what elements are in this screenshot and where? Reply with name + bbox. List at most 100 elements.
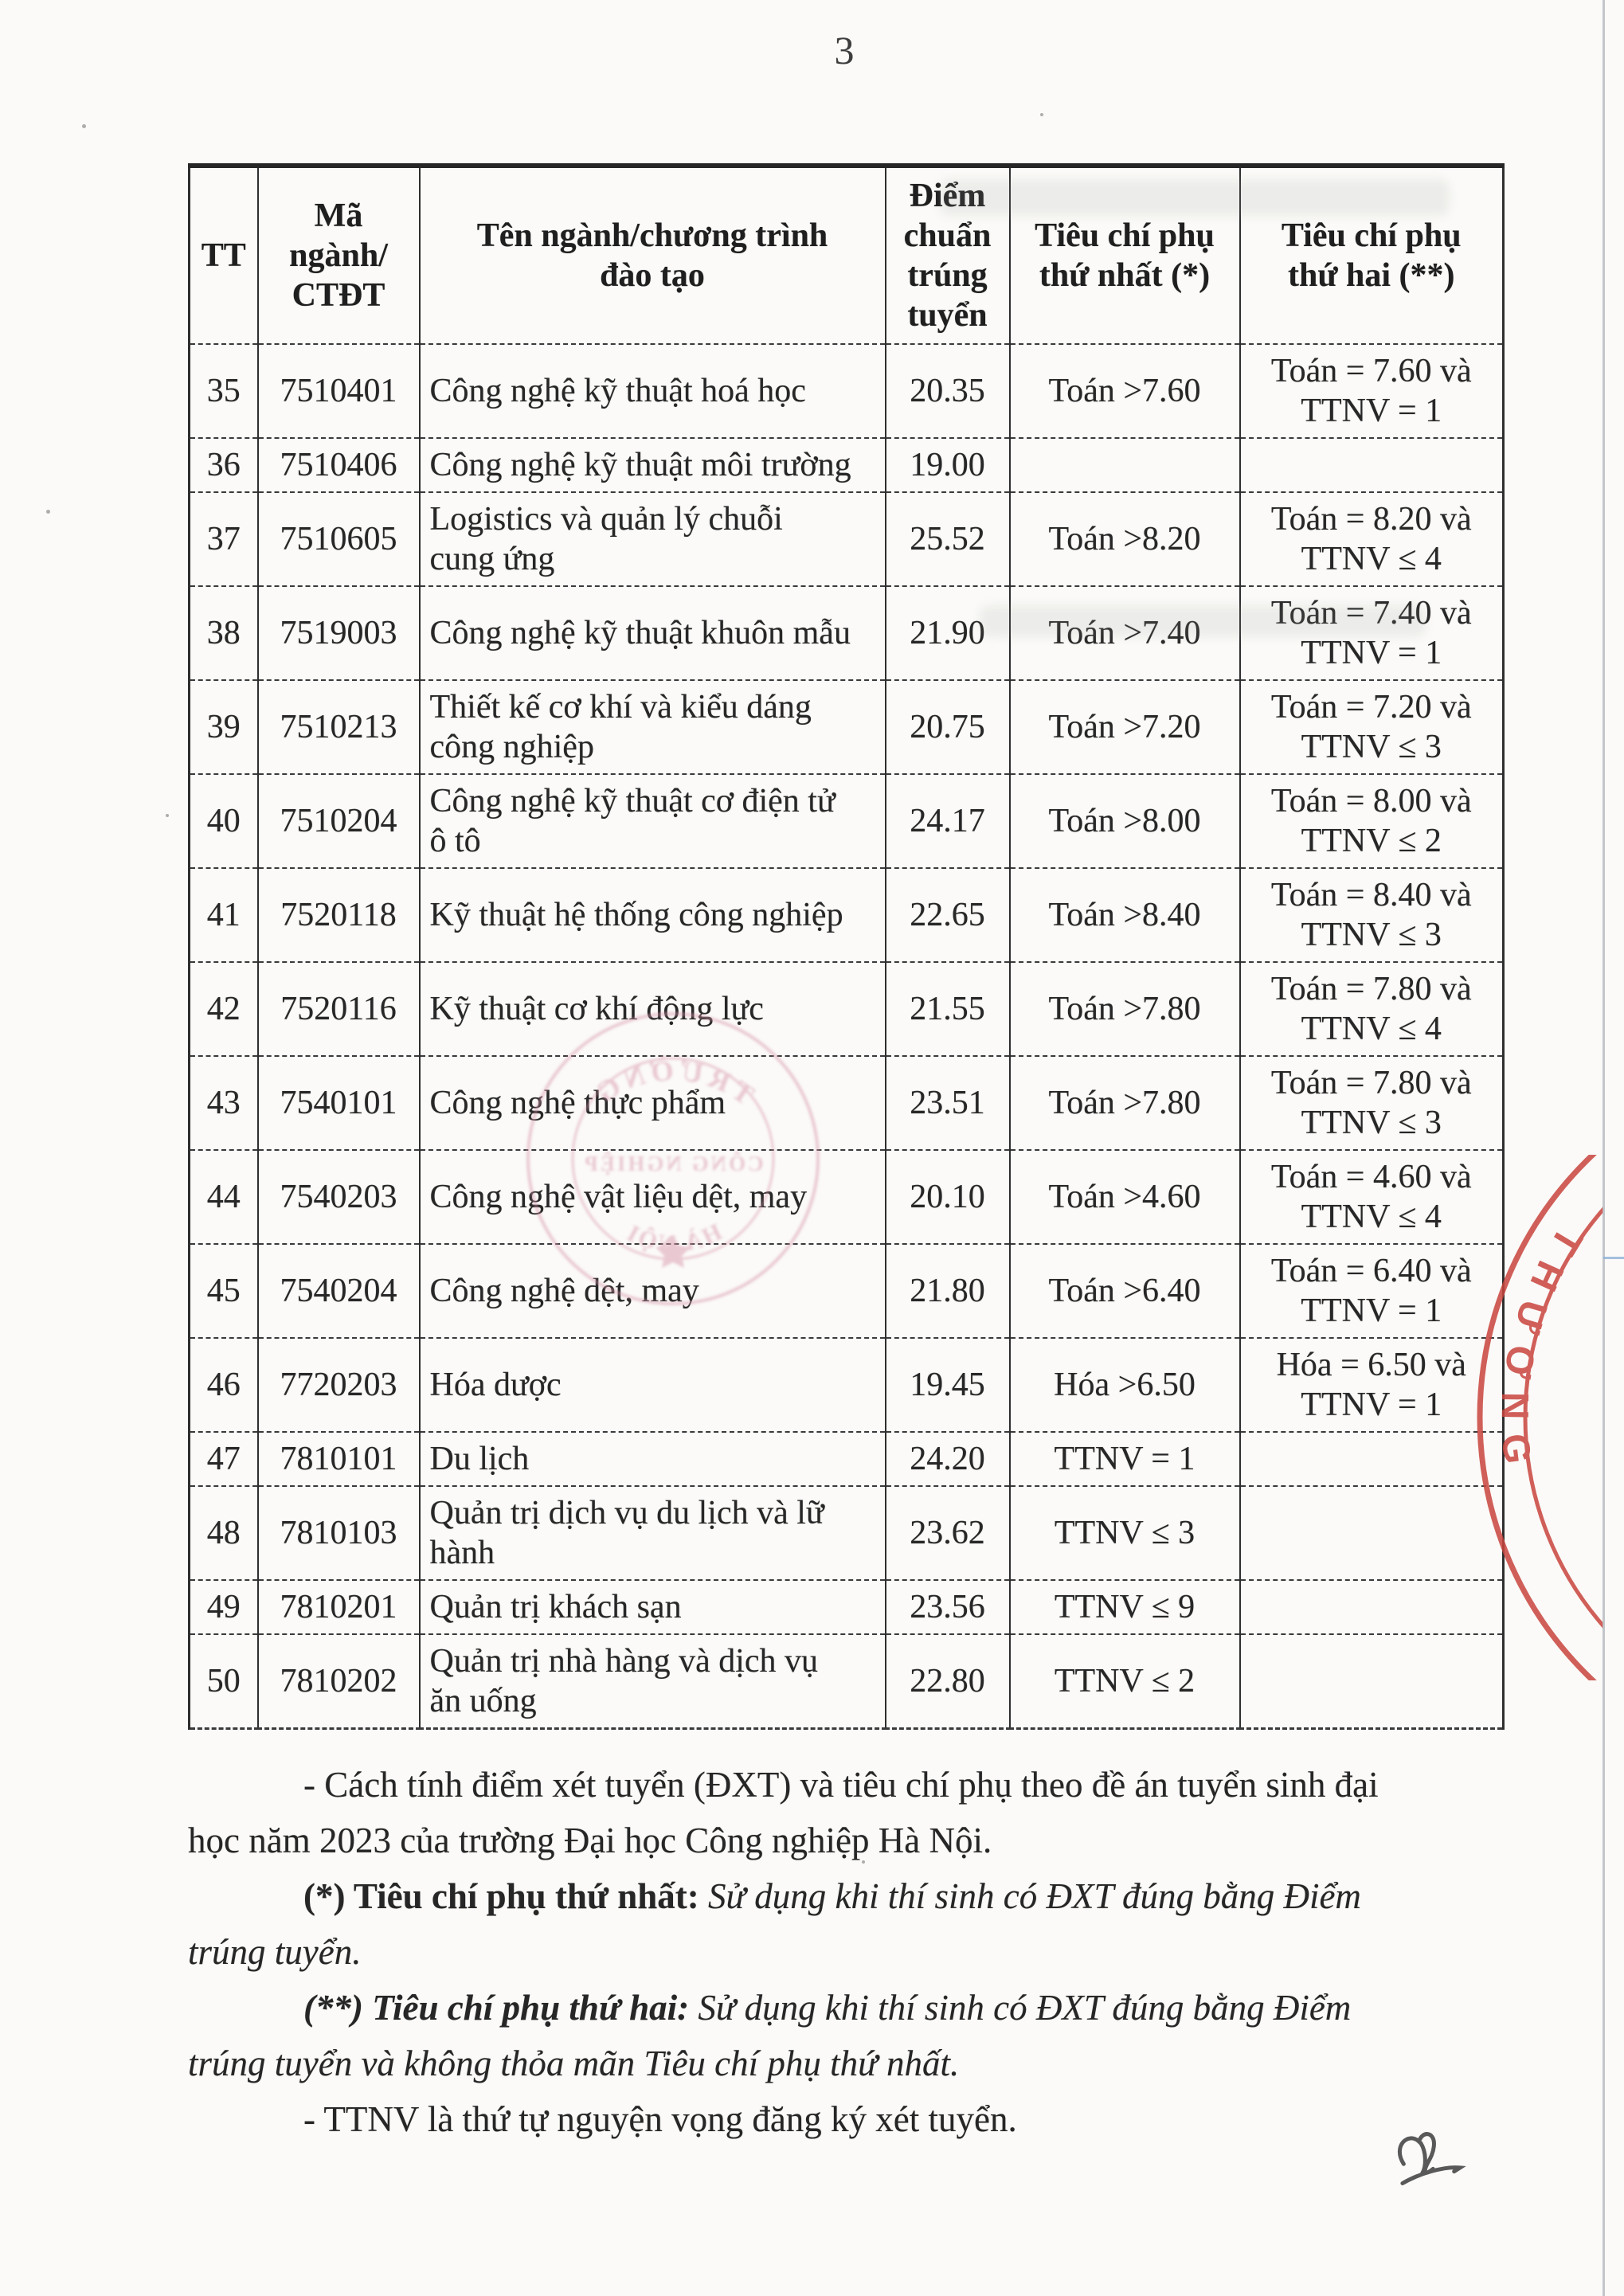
cell-major-code: 7540203 <box>256 1149 420 1244</box>
cell-row-number: 39 <box>189 679 258 774</box>
cell-major-name: Kỹ thuật cơ khí động lực <box>418 961 886 1056</box>
table-body: 35 7510401 Công nghệ kỹ thuật hoá học 20… <box>189 343 1504 1729</box>
cell-row-number: 40 <box>189 773 258 868</box>
cell-score: 24.17 <box>884 773 1010 868</box>
cell-major-name: Logistics và quản lý chuỗi cung ứng <box>418 491 886 586</box>
note-first-criteria-text: Sử dụng khi thí sinh có ĐXT đúng bằng Đi… <box>699 1876 1361 1916</box>
cell-score: 22.80 <box>884 1633 1010 1729</box>
note-first-criteria-label: (*) Tiêu chí phụ thứ nhất: <box>303 1876 699 1916</box>
cell-row-number: 41 <box>189 867 258 962</box>
cell-row-number: 38 <box>189 585 258 680</box>
cell-score: 20.10 <box>884 1149 1010 1244</box>
note-calc-method-line1: - Cách tính điểm xét tuyển (ĐXT) và tiêu… <box>303 1765 1379 1805</box>
note-ttnv-definition: - TTNV là thứ tự nguyện vọng đăng ký xét… <box>303 2099 1017 2139</box>
admission-scores-table: TT Mã ngành/ CTĐT Tên ngành/chương trình… <box>188 163 1505 1730</box>
header-criteria-2: Tiêu chí phụ thứ hai (**) <box>1239 166 1504 344</box>
cell-score: 21.90 <box>884 585 1010 680</box>
note-second-criteria-text: Sử dụng khi thí sinh có ĐXT đúng bằng Đi… <box>689 1988 1352 2028</box>
note-second-criteria: (**) Tiêu chí phụ thứ hai: Sử dụng khi t… <box>188 1980 1502 2036</box>
cell-major-code: 7810103 <box>256 1485 420 1580</box>
table-row: 39 7510213 Thiết kế cơ khí và kiểu dáng … <box>189 679 1504 774</box>
cell-criteria-1: TTNV ≤ 9 <box>1008 1579 1240 1634</box>
scan-artifact-line <box>1603 1257 1624 1259</box>
cell-criteria-1: Toán >7.20 <box>1008 679 1240 774</box>
cell-row-number: 37 <box>189 491 258 586</box>
cell-major-code: 7720203 <box>256 1337 420 1432</box>
cell-major-name: Công nghệ thực phẩm <box>418 1055 886 1150</box>
cell-row-number: 50 <box>189 1633 258 1729</box>
cell-criteria-2: Toán = 8.40 và TTNV ≤ 3 <box>1239 867 1504 962</box>
cell-criteria-2: Toán = 6.40 và TTNV = 1 <box>1239 1243 1504 1338</box>
table-row: 50 7810202 Quản trị nhà hàng và dịch vụ … <box>189 1633 1504 1729</box>
page-number: 3 <box>834 28 855 72</box>
table-row: 48 7810103 Quản trị dịch vụ du lịch và l… <box>189 1485 1504 1580</box>
footnotes: - Cách tính điểm xét tuyển (ĐXT) và tiêu… <box>188 1757 1502 2147</box>
table-row: 41 7520118 Kỹ thuật hệ thống công nghiệp… <box>189 867 1504 962</box>
cell-criteria-2 <box>1239 1431 1504 1486</box>
cell-major-name: Quản trị dịch vụ du lịch và lữ hành <box>418 1485 886 1580</box>
bleedthrough-smudge <box>940 179 1450 216</box>
cell-criteria-2 <box>1239 1633 1504 1729</box>
cell-criteria-1 <box>1008 437 1240 492</box>
cell-major-code: 7540101 <box>256 1055 420 1150</box>
scan-speck <box>1040 113 1043 116</box>
cell-criteria-1: Toán >8.00 <box>1008 773 1240 868</box>
bleedthrough-smudge <box>980 605 1426 637</box>
cell-score: 19.00 <box>884 437 1010 492</box>
cell-criteria-2: Toán = 8.20 và TTNV ≤ 4 <box>1239 491 1504 586</box>
note-first-criteria: (*) Tiêu chí phụ thứ nhất: Sử dụng khi t… <box>188 1868 1502 1924</box>
cell-criteria-1: Hóa >6.50 <box>1008 1337 1240 1432</box>
header-score: Điểm chuẩn trúng tuyển <box>884 166 1010 344</box>
cell-major-name: Quản trị khách sạn <box>418 1579 886 1634</box>
table-row: 47 7810101 Du lịch 24.20 TTNV = 1 <box>189 1431 1504 1486</box>
cell-major-code: 7510406 <box>256 437 420 492</box>
cell-criteria-2: Toán = 7.60 và TTNV = 1 <box>1239 343 1504 438</box>
cell-criteria-2 <box>1239 1485 1504 1580</box>
cell-score: 20.75 <box>884 679 1010 774</box>
scan-speck <box>82 124 86 128</box>
cell-criteria-2 <box>1239 437 1504 492</box>
scan-speck <box>166 814 169 817</box>
cell-major-name: Công nghệ dệt, may <box>418 1243 886 1338</box>
cell-criteria-2: Toán = 7.40 và TTNV = 1 <box>1239 585 1504 680</box>
cell-major-code: 7519003 <box>256 585 420 680</box>
cell-major-code: 7520118 <box>256 867 420 962</box>
cell-major-code: 7810202 <box>256 1633 420 1729</box>
cell-row-number: 43 <box>189 1055 258 1150</box>
cell-score: 19.45 <box>884 1337 1010 1432</box>
cell-major-name: Kỹ thuật hệ thống công nghiệp <box>418 867 886 962</box>
document-content: TT Mã ngành/ CTĐT Tên ngành/chương trình… <box>188 163 1505 2147</box>
cell-major-name: Hóa dược <box>418 1337 886 1432</box>
table-row: 44 7540203 Công nghệ vật liệu dệt, may 2… <box>189 1149 1504 1244</box>
cell-criteria-1: TTNV ≤ 3 <box>1008 1485 1240 1580</box>
cell-major-code: 7510204 <box>256 773 420 868</box>
cell-criteria-2: Hóa = 6.50 và TTNV = 1 <box>1239 1337 1504 1432</box>
cell-criteria-2: Toán = 8.00 và TTNV ≤ 2 <box>1239 773 1504 868</box>
cell-score: 22.65 <box>884 867 1010 962</box>
cell-major-code: 7810101 <box>256 1431 420 1486</box>
cell-criteria-1: Toán >4.60 <box>1008 1149 1240 1244</box>
header-major-name: Tên ngành/chương trình đào tạo <box>418 166 886 344</box>
header-criteria-1: Tiêu chí phụ thứ nhất (*) <box>1008 166 1240 344</box>
cell-criteria-1: Toán >8.20 <box>1008 491 1240 586</box>
header-major-code: Mã ngành/ CTĐT <box>256 166 420 344</box>
table-row: 45 7540204 Công nghệ dệt, may 21.80 Toán… <box>189 1243 1504 1338</box>
table-row: 43 7540101 Công nghệ thực phẩm 23.51 Toá… <box>189 1055 1504 1150</box>
table-row: 40 7510204 Công nghệ kỹ thuật cơ điện tử… <box>189 773 1504 868</box>
cell-row-number: 47 <box>189 1431 258 1486</box>
cell-major-name: Quản trị nhà hàng và dịch vụ ăn uống <box>418 1633 886 1729</box>
table-row: 36 7510406 Công nghệ kỹ thuật môi trường… <box>189 437 1504 492</box>
scan-speck <box>862 1860 865 1864</box>
cell-major-name: Công nghệ kỹ thuật môi trường <box>418 437 886 492</box>
cell-row-number: 49 <box>189 1579 258 1634</box>
cell-major-code: 7510401 <box>256 343 420 438</box>
cell-score: 23.62 <box>884 1485 1010 1580</box>
cell-major-code: 7540204 <box>256 1243 420 1338</box>
table-row: 49 7810201 Quản trị khách sạn 23.56 TTNV… <box>189 1579 1504 1634</box>
note-calc-method-line2: học năm 2023 của trường Đại học Công ngh… <box>188 1821 992 1860</box>
cell-criteria-1: Toán >7.60 <box>1008 343 1240 438</box>
note-second-criteria-cont: trúng tuyển và không thỏa mãn Tiêu chí p… <box>188 2044 960 2083</box>
cell-row-number: 45 <box>189 1243 258 1338</box>
cell-score: 25.52 <box>884 491 1010 586</box>
